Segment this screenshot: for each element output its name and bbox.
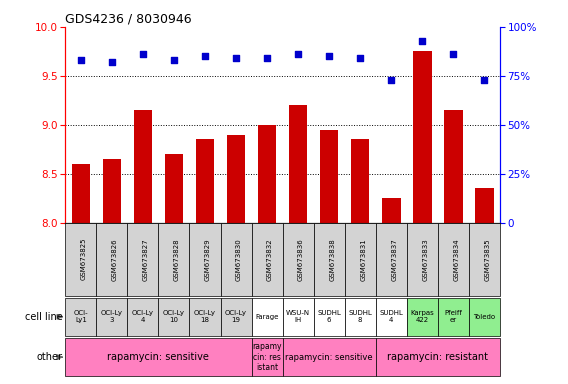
Point — [294, 51, 303, 57]
Text: GSM673834: GSM673834 — [453, 238, 460, 281]
Text: OCI-Ly
18: OCI-Ly 18 — [194, 310, 216, 323]
Bar — [97, 298, 127, 336]
Bar — [375, 298, 407, 336]
Text: SUDHL
8: SUDHL 8 — [348, 310, 372, 323]
Text: other: other — [36, 352, 62, 362]
Bar — [258, 125, 277, 223]
Bar — [283, 338, 375, 376]
Bar — [220, 298, 252, 336]
Text: Pfeiff
er: Pfeiff er — [444, 310, 462, 323]
Bar — [220, 223, 252, 296]
Bar — [351, 139, 369, 223]
Text: GSM673836: GSM673836 — [298, 238, 304, 281]
Bar — [438, 298, 469, 336]
Text: SUDHL
4: SUDHL 4 — [379, 310, 403, 323]
Bar — [72, 164, 90, 223]
Bar — [314, 223, 345, 296]
Text: Toledo: Toledo — [473, 314, 495, 320]
Text: GDS4236 / 8030946: GDS4236 / 8030946 — [65, 13, 192, 26]
Bar — [345, 223, 375, 296]
Text: GSM673826: GSM673826 — [112, 238, 118, 281]
Bar — [314, 298, 345, 336]
Bar — [65, 338, 252, 376]
Text: GSM673833: GSM673833 — [422, 238, 428, 281]
Bar — [375, 223, 407, 296]
Text: WSU-N
IH: WSU-N IH — [286, 310, 310, 323]
Bar — [382, 198, 400, 223]
Text: Karpas
422: Karpas 422 — [410, 310, 434, 323]
Text: GSM673837: GSM673837 — [391, 238, 397, 281]
Text: Farage: Farage — [256, 314, 279, 320]
Point — [356, 55, 365, 61]
Bar — [407, 223, 438, 296]
Point — [417, 38, 427, 44]
Bar — [283, 223, 314, 296]
Bar — [289, 105, 307, 223]
Text: GSM673835: GSM673835 — [485, 238, 490, 281]
Text: SUDHL
6: SUDHL 6 — [317, 310, 341, 323]
Point — [262, 55, 272, 61]
Bar — [320, 130, 339, 223]
Bar — [133, 110, 152, 223]
Bar — [227, 135, 245, 223]
Bar — [469, 298, 500, 336]
Point — [76, 57, 85, 63]
Bar — [438, 223, 469, 296]
Bar — [283, 298, 314, 336]
Text: rapamycin: sensitive: rapamycin: sensitive — [107, 352, 210, 362]
Point — [324, 53, 333, 60]
Point — [201, 53, 210, 60]
Bar — [195, 139, 214, 223]
Bar — [65, 223, 97, 296]
Bar — [127, 298, 158, 336]
Bar — [190, 223, 220, 296]
Point — [232, 55, 241, 61]
Bar — [375, 338, 500, 376]
Bar — [165, 154, 183, 223]
Bar — [444, 110, 462, 223]
Point — [480, 77, 489, 83]
Text: OCI-Ly
4: OCI-Ly 4 — [132, 310, 154, 323]
Point — [387, 77, 396, 83]
Bar — [252, 223, 283, 296]
Text: GSM673831: GSM673831 — [360, 238, 366, 281]
Bar — [190, 298, 220, 336]
Bar — [158, 223, 190, 296]
Text: OCI-Ly
19: OCI-Ly 19 — [225, 310, 247, 323]
Bar — [97, 223, 127, 296]
Bar — [103, 159, 121, 223]
Text: GSM673830: GSM673830 — [236, 238, 242, 281]
Text: rapamy
cin: res
istant: rapamy cin: res istant — [252, 342, 282, 372]
Text: OCI-Ly
3: OCI-Ly 3 — [101, 310, 123, 323]
Bar — [345, 298, 375, 336]
Bar — [127, 223, 158, 296]
Text: GSM673829: GSM673829 — [205, 238, 211, 281]
Point — [139, 51, 148, 57]
Point — [169, 57, 178, 63]
Text: rapamycin: resistant: rapamycin: resistant — [387, 352, 488, 362]
Text: GSM673832: GSM673832 — [267, 238, 273, 281]
Text: rapamycin: sensitive: rapamycin: sensitive — [285, 353, 373, 362]
Text: GSM673827: GSM673827 — [143, 238, 149, 281]
Bar — [407, 298, 438, 336]
Text: GSM673828: GSM673828 — [174, 238, 180, 281]
Text: OCI-
Ly1: OCI- Ly1 — [73, 310, 88, 323]
Point — [449, 51, 458, 57]
Bar — [413, 51, 432, 223]
Text: OCI-Ly
10: OCI-Ly 10 — [163, 310, 185, 323]
Bar — [158, 298, 190, 336]
Bar — [475, 189, 494, 223]
Text: GSM673838: GSM673838 — [329, 238, 335, 281]
Point — [107, 59, 116, 65]
Text: GSM673825: GSM673825 — [81, 238, 87, 280]
Bar — [252, 338, 283, 376]
Bar — [469, 223, 500, 296]
Bar — [65, 298, 97, 336]
Bar — [252, 298, 283, 336]
Text: cell line: cell line — [25, 312, 62, 322]
